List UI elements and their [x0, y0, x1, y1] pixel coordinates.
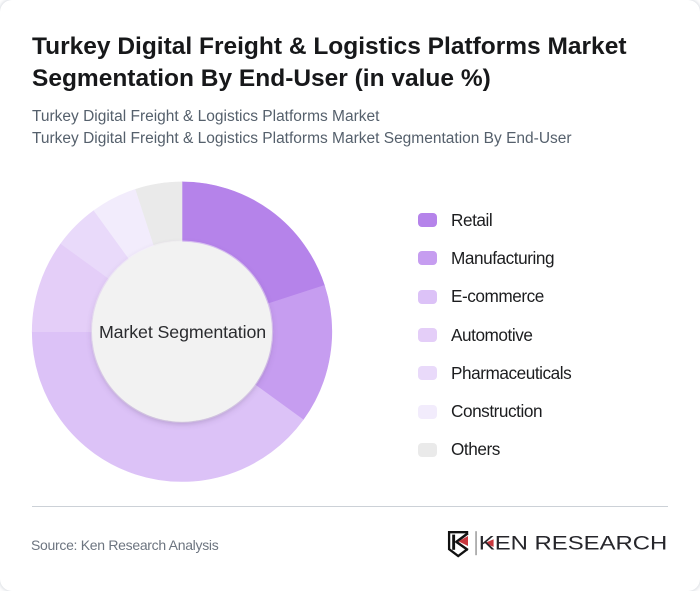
svg-text:KEN RESEARCH: KEN RESEARCH — [479, 533, 668, 555]
